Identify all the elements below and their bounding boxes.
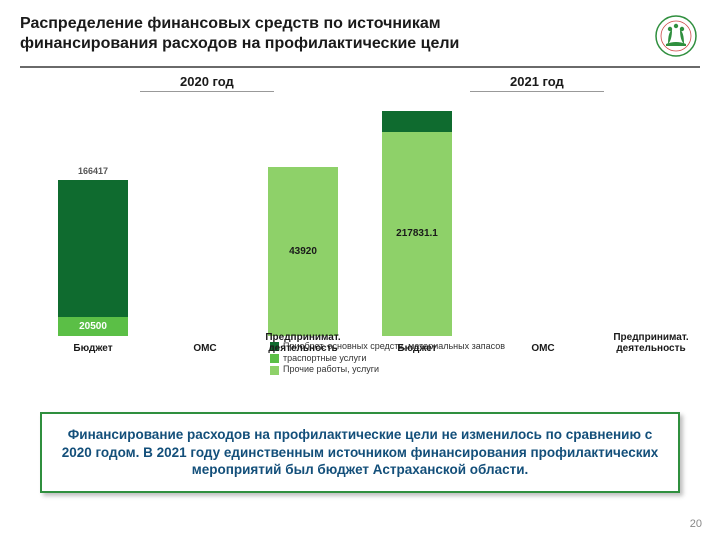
legend-swatch: [270, 366, 279, 375]
bar-group: 20500166417: [58, 180, 128, 336]
axis-category-label: Предпринимат. деятельность: [253, 332, 353, 354]
page-title: Распределение финансовых средств по исто…: [20, 14, 580, 54]
axis-category-label: Бюджет: [397, 343, 436, 354]
legend-label: Прочие работы, услуги: [283, 364, 379, 376]
year-2020-label: 2020 год: [140, 72, 274, 92]
bar-segment: [382, 111, 452, 132]
bar-segment: [58, 180, 128, 317]
bar-group: 217831.1: [382, 111, 452, 336]
legend-row: Прочие работы, услуги: [270, 364, 505, 376]
note-box: Финансирование расходов на профилактичес…: [40, 412, 680, 493]
title-rule: [20, 66, 700, 68]
axis-category-label: Предпринимат. деятельность: [601, 332, 701, 354]
page-number: 20: [690, 518, 702, 530]
axis-category-label: Бюджет: [73, 343, 112, 354]
axis-category-label: ОМС: [531, 343, 554, 354]
axis-category-label: ОМС: [193, 343, 216, 354]
bar-segment: 20500: [58, 317, 128, 336]
bar-group: 43920: [268, 167, 338, 336]
legend-swatch: [270, 354, 279, 363]
chart-area: Приобрет. основных средств, материальных…: [20, 98, 700, 368]
legend-row: траспортные услуги: [270, 353, 505, 365]
bar-value-label: 166417: [58, 166, 128, 176]
bar-segment: 217831.1: [382, 132, 452, 336]
year-labels: 2020 год 2021 год: [0, 72, 720, 98]
note-text: Финансирование расходов на профилактичес…: [60, 426, 660, 479]
logo: [654, 14, 698, 58]
bar-segment: 43920: [268, 167, 338, 336]
legend-label: траспортные услуги: [283, 353, 366, 365]
year-2021-label: 2021 год: [470, 72, 604, 92]
header: Распределение финансовых средств по исто…: [0, 0, 720, 62]
